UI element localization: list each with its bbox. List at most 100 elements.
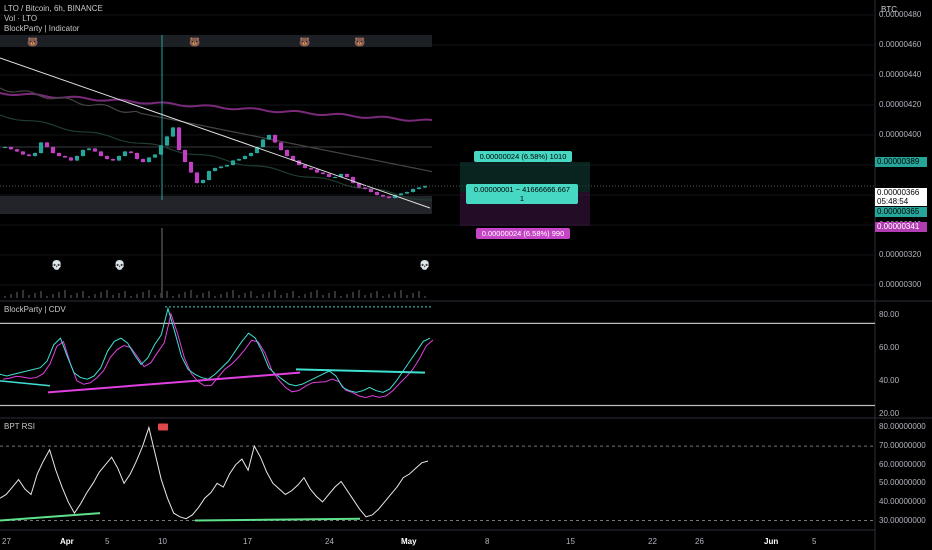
price-tag-lower: 0.00000365: [875, 207, 927, 217]
cdv-trendline-cyan-left: [0, 380, 51, 387]
candle-body: [116, 156, 122, 161]
candle-body: [206, 171, 212, 180]
candle-body: [374, 192, 380, 195]
candle-body: [404, 192, 410, 194]
cdv-tick-label: 40.00: [879, 375, 900, 385]
volume-bar: [202, 293, 204, 298]
candle-body: [176, 127, 182, 150]
volume-legend: Vol · LTO: [4, 14, 38, 23]
candle-body: [290, 156, 296, 161]
candle-body: [302, 165, 308, 168]
time-tick-label: Jun: [764, 537, 779, 546]
volume-bar: [34, 293, 36, 298]
candle-body: [50, 147, 56, 153]
price-tick-label: 0.00000460: [879, 40, 922, 49]
time-tick-label: 10: [158, 537, 167, 546]
price-pane[interactable]: 🐻 🐻 🐻 🐻 💀 💀 💀: [0, 35, 875, 298]
moving-average-slow: [0, 92, 433, 122]
volume-bar: [286, 293, 288, 298]
volume-bar: [58, 292, 60, 298]
volume-bar: [166, 291, 168, 298]
volume-bar: [340, 296, 342, 298]
candle-body: [314, 169, 320, 173]
current-price: 0.00000366: [877, 188, 920, 197]
volume-bar: [70, 295, 72, 298]
candle-body: [128, 151, 134, 153]
rsi-tick-label: 70.00000000: [879, 441, 926, 451]
price-tick-label: 0.00000480: [879, 10, 922, 19]
volume-bar: [154, 295, 156, 298]
entry-label: 0.00000001 ~ 41666666.667 1: [466, 184, 578, 204]
candle-body: [230, 160, 236, 165]
skull-marker-icon: 💀: [114, 259, 125, 270]
candle-body: [242, 156, 248, 159]
candle-body: [392, 195, 398, 198]
volume-bar: [118, 293, 120, 298]
bull-marker-icon: 🐻: [189, 36, 200, 47]
price-tick-label: 0.00000300: [879, 280, 922, 289]
volume-bar: [76, 293, 78, 298]
moving-average-fast: [0, 114, 433, 201]
rsi-tick-label: 60.00000000: [879, 459, 926, 469]
volume-bar: [172, 296, 174, 298]
candle-body: [44, 142, 50, 147]
volume-bar: [310, 292, 312, 298]
cdv-tick-label: 60.00: [879, 343, 900, 352]
candle-body: [272, 135, 278, 143]
volume-bar: [10, 294, 12, 298]
time-tick-label: Apr: [60, 537, 74, 546]
candle-body: [2, 147, 8, 148]
price-tick-label: 0.00000400: [879, 130, 922, 139]
currency-label: BTC: [881, 5, 897, 14]
rsi-trendline-left: [0, 512, 101, 522]
cdv-pane[interactable]: [0, 306, 875, 407]
skull-marker-icon: 💀: [51, 259, 62, 270]
candle-body: [74, 156, 80, 161]
volume-bar: [250, 291, 252, 298]
volume-bar: [334, 291, 336, 298]
candle-body: [218, 166, 224, 168]
candle-body: [158, 145, 164, 155]
price-tick-label: 0.00000440: [879, 70, 922, 79]
candle-body: [398, 193, 404, 195]
entry-label-line1: 0.00000001 ~ 41666666.667: [473, 185, 571, 194]
price-tag-bottom: 0.00000341: [875, 222, 927, 232]
candle-body: [152, 154, 158, 158]
cdv-tick-label: 20.00: [879, 408, 900, 418]
volume-bar: [142, 292, 144, 298]
bull-marker-icon: 🐻: [299, 36, 310, 47]
rsi-pane[interactable]: [0, 423, 875, 522]
candle-body: [260, 139, 266, 147]
volume-bar: [4, 296, 6, 298]
volume-bar: [388, 294, 390, 298]
time-tick-label: 22: [648, 537, 657, 546]
volume-bar: [196, 295, 198, 298]
volume-bar: [298, 296, 300, 298]
candle-body: [20, 151, 26, 155]
rsi-overbought-marker: [158, 423, 168, 431]
cdv-trendline-magenta: [47, 371, 301, 394]
candle-body: [104, 156, 110, 159]
rsi-trendline-right: [194, 517, 361, 522]
volume-bar: [238, 295, 240, 298]
stop-label: 0.00000024 (6.58%) 990: [476, 228, 570, 239]
price-tag-upper: 0.00000389: [875, 157, 927, 167]
candle-body: [182, 150, 188, 162]
candle-body: [416, 187, 422, 189]
cdv-pane-title: BlockParty | CDV: [4, 305, 66, 314]
candle-body: [140, 159, 146, 162]
volume-bar: [418, 291, 420, 298]
candle-body: [170, 127, 176, 137]
candle-body: [146, 157, 152, 162]
candle-body: [212, 168, 218, 171]
candle-body: [122, 151, 128, 156]
candle-body: [410, 189, 416, 192]
volume-bar: [22, 290, 24, 298]
candle-body: [362, 187, 368, 189]
volume-bar: [220, 294, 222, 298]
volume-bar: [106, 290, 108, 298]
support-zone: [0, 196, 432, 214]
candle-body: [32, 153, 38, 156]
